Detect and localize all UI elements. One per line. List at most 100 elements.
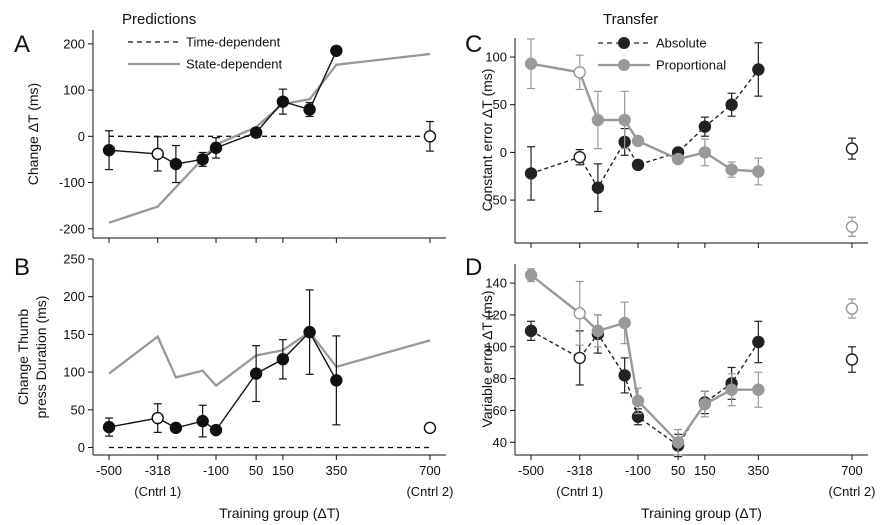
data-point xyxy=(698,120,712,133)
data-point xyxy=(725,383,738,396)
y-tick-label: 50 xyxy=(493,97,507,112)
data-point xyxy=(169,421,183,435)
data-point xyxy=(845,353,859,366)
data-point xyxy=(524,268,538,282)
data-point xyxy=(423,130,437,143)
y-tick-label: -100 xyxy=(59,175,85,190)
data-point xyxy=(196,153,209,166)
data-point xyxy=(631,394,645,408)
panel-letter-b: B xyxy=(14,254,30,281)
series-line-absolute xyxy=(530,330,759,447)
x-tick-label: 350 xyxy=(326,463,348,478)
y-axis-label-line2: press Duration (ms) xyxy=(33,296,49,419)
data-point xyxy=(573,66,586,79)
y-tick-label: 0 xyxy=(78,129,85,144)
data-point xyxy=(631,134,645,148)
data-point xyxy=(249,367,263,380)
data-point xyxy=(209,423,223,437)
panel-d: 40 60 80 100 120 140 -500 -318 -100 50 150 350 700 (C… xyxy=(479,264,875,521)
y-axis-label: Change Thumb press Duration (ms) xyxy=(15,296,49,419)
data-point xyxy=(169,157,183,171)
x-axis-label: Training group (ΔT) xyxy=(219,505,340,521)
y-axis-label: Variable error ΔT (ms) xyxy=(479,290,495,427)
y-tick-label: 60 xyxy=(493,403,507,418)
y-tick-label: 40 xyxy=(493,435,507,450)
data-point xyxy=(752,63,765,76)
data-point xyxy=(631,158,645,172)
series-line-proportional xyxy=(530,274,759,445)
data-point xyxy=(618,113,631,127)
data-point xyxy=(845,142,859,155)
y-tick-label: -50 xyxy=(488,193,507,208)
data-point xyxy=(752,335,765,349)
line-state-dependent xyxy=(108,52,431,224)
data-point xyxy=(752,383,765,396)
panel-b: 0 50 100 150 200 250 -500 -318 -100 50 150 350 700 (C… xyxy=(15,252,453,522)
legend-label: State-dependent xyxy=(186,57,283,72)
y-tick-label: 80 xyxy=(493,371,507,386)
data-point xyxy=(151,147,164,161)
x-tick-label: 700 xyxy=(841,463,863,478)
data-point xyxy=(845,302,859,315)
data-point xyxy=(209,141,223,155)
data-point xyxy=(102,143,116,157)
x-axis-label: Training group (ΔT) xyxy=(641,505,762,521)
y-axis-label-line1: Change Thumb xyxy=(15,309,31,405)
data-point xyxy=(276,353,290,366)
data-point xyxy=(524,324,538,338)
x-tick-label: -100 xyxy=(625,463,651,478)
y-tick-label: 100 xyxy=(485,339,507,354)
x-sublabel-cntrl2: (Cntrl 2) xyxy=(406,484,453,499)
x-tick-label: -500 xyxy=(518,463,544,478)
data-point xyxy=(524,57,538,70)
panel-letter-c: C xyxy=(465,31,482,58)
data-point xyxy=(591,181,605,194)
y-tick-label: 0 xyxy=(78,440,85,455)
x-sublabel-cntrl1: (Cntrl 1) xyxy=(556,484,603,499)
data-point xyxy=(151,411,164,425)
data-point xyxy=(276,95,290,108)
y-tick-label: 200 xyxy=(63,289,85,304)
y-tick-label: 150 xyxy=(63,327,85,342)
y-tick-label: 120 xyxy=(485,307,507,322)
y-tick-label: 50 xyxy=(71,402,85,417)
y-tick-label: 250 xyxy=(63,252,85,267)
legend-marker xyxy=(618,59,630,71)
legend-label: Absolute xyxy=(656,36,707,51)
data-point xyxy=(330,374,343,387)
x-tick-label: 350 xyxy=(748,463,770,478)
data-point xyxy=(845,220,859,233)
legend-label: Proportional xyxy=(656,58,726,73)
data-point xyxy=(618,369,631,382)
x-sublabel-cntrl1: (Cntrl 1) xyxy=(134,484,181,499)
x-tick-label: 700 xyxy=(419,463,441,478)
y-axis-label: Change ΔT (ms) xyxy=(25,83,41,185)
data-point xyxy=(573,351,586,365)
x-tick-label: 50 xyxy=(671,463,685,478)
data-point xyxy=(698,146,712,159)
panel-letter-d: D xyxy=(465,254,482,281)
y-tick-label: 140 xyxy=(485,276,507,291)
x-tick-label: 150 xyxy=(694,463,716,478)
data-point xyxy=(698,397,712,411)
data-point xyxy=(249,126,263,139)
plots-layer: -200 -100 0 100 200 Change ΔT (ms) Time-depend… xyxy=(15,30,875,521)
legend-label: Time-dependent xyxy=(186,35,281,50)
data-point xyxy=(196,414,209,428)
y-tick-label: 0 xyxy=(500,145,507,160)
x-tick-label: -100 xyxy=(203,463,229,478)
data-point xyxy=(618,316,631,330)
y-tick-label: -200 xyxy=(59,221,85,236)
x-tick-label: -500 xyxy=(96,463,122,478)
panel-a: -200 -100 0 100 200 Change ΔT (ms) Time-depend… xyxy=(25,30,446,243)
series-line-proportional xyxy=(530,62,759,173)
data-point xyxy=(591,324,605,338)
data-point xyxy=(725,98,738,111)
panel-letter-a: A xyxy=(14,31,30,58)
data-point xyxy=(524,167,538,180)
data-point xyxy=(330,44,343,57)
data-point xyxy=(671,436,685,449)
y-tick-label: 200 xyxy=(63,36,85,51)
legend-marker xyxy=(618,37,630,49)
